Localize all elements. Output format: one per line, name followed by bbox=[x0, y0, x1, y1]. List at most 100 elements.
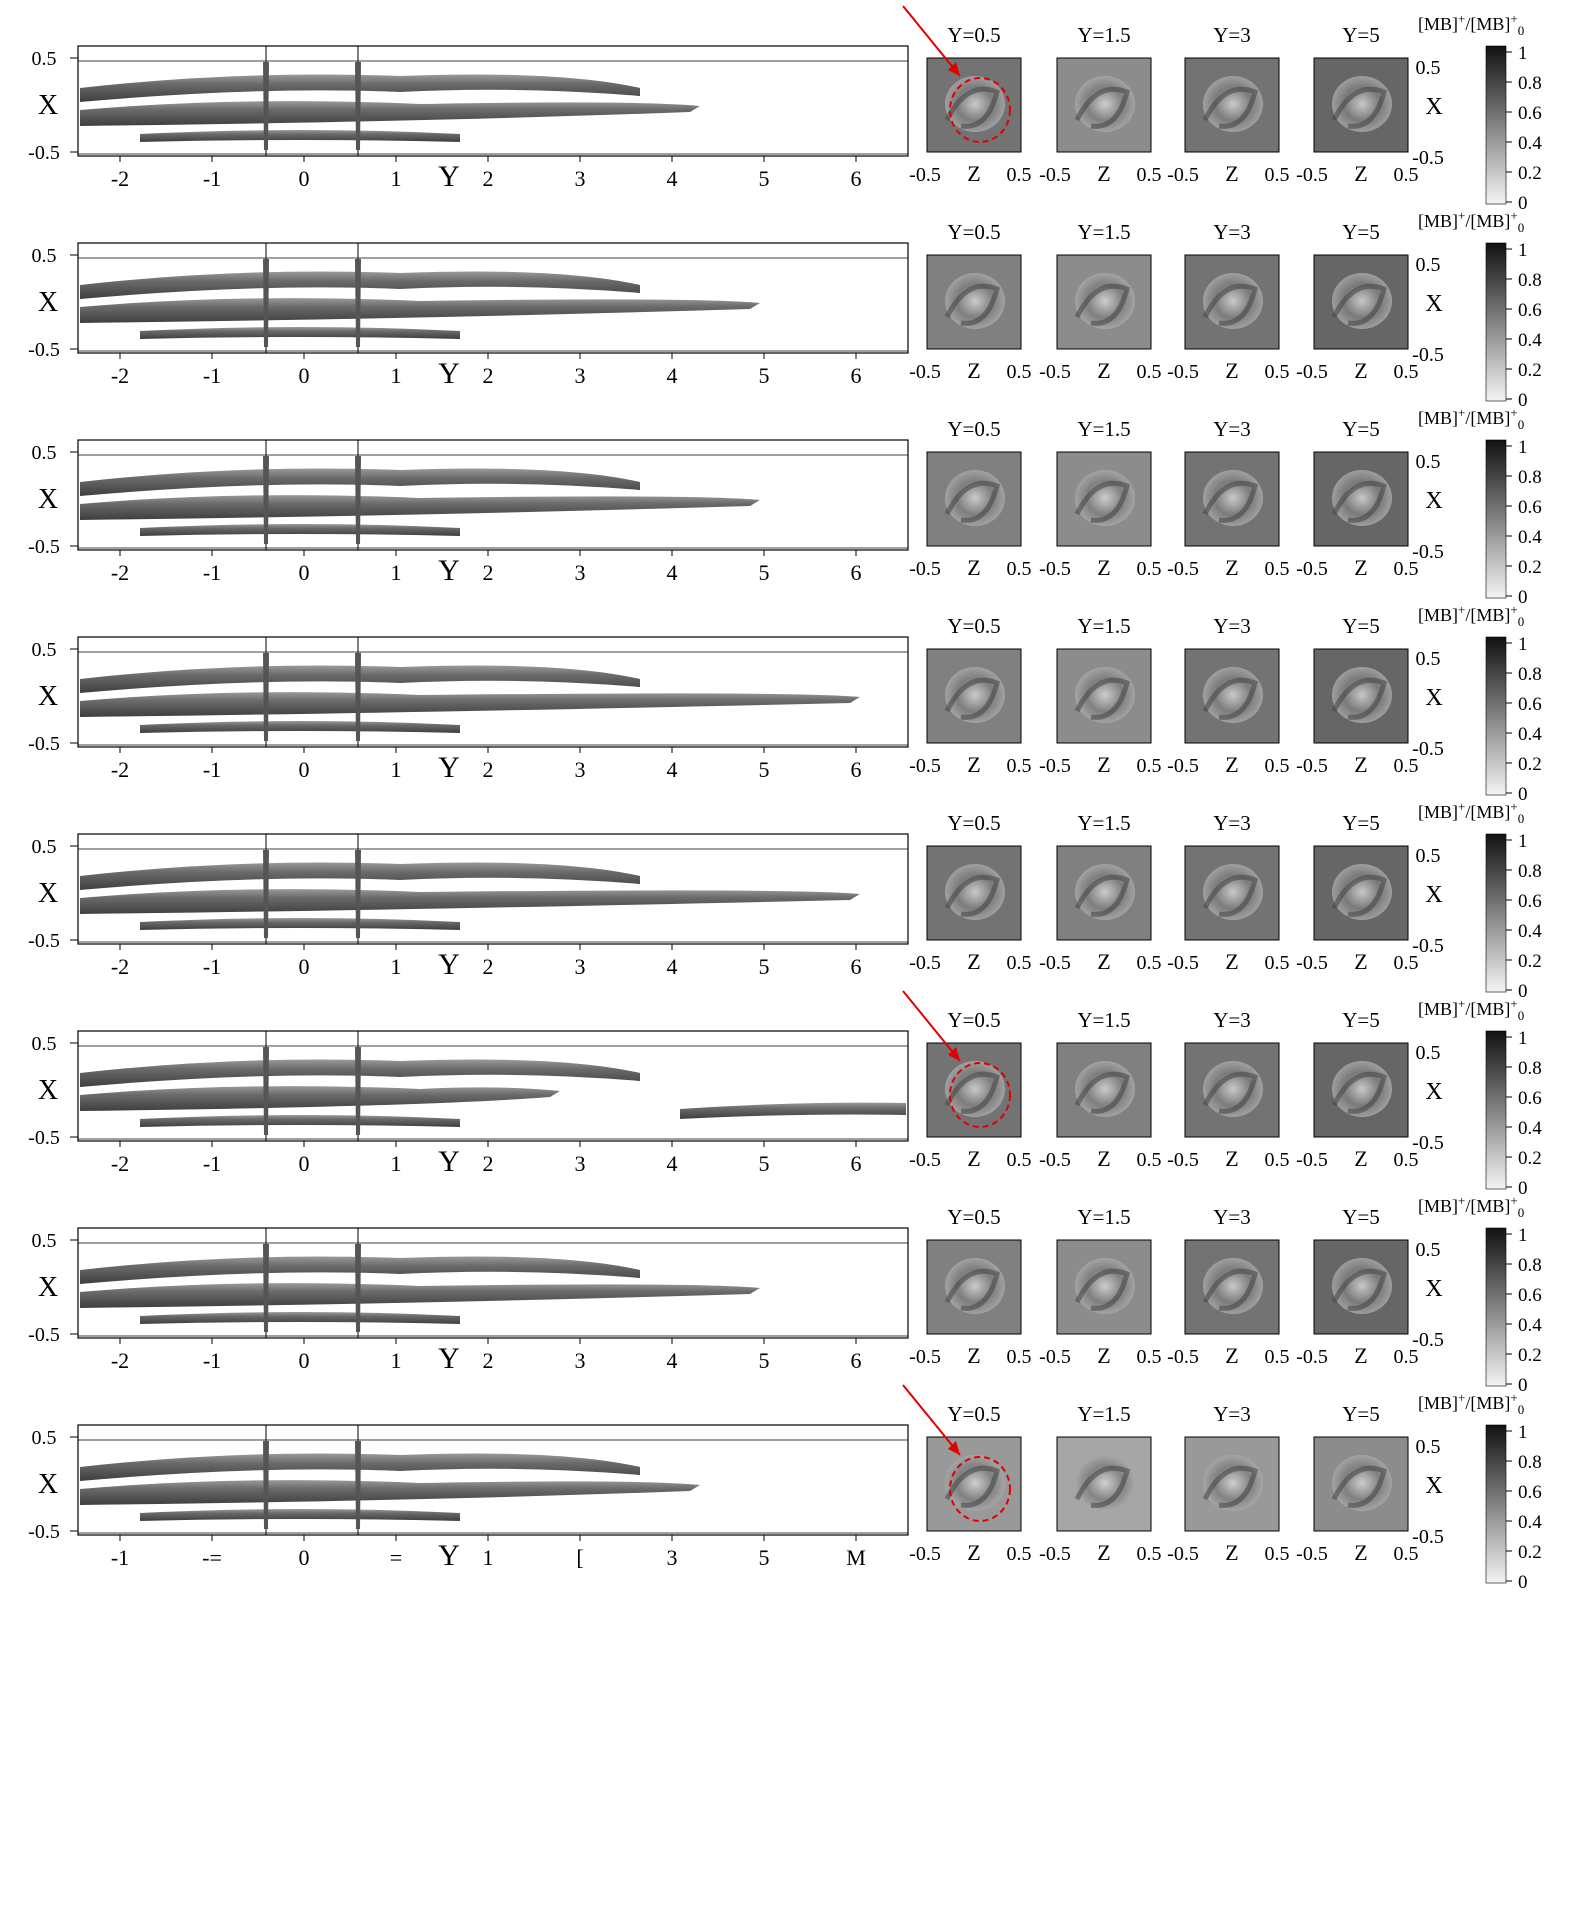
y-tick-label: -0.5 bbox=[28, 339, 60, 361]
slice-x-axis-label: Z bbox=[1225, 949, 1238, 974]
red-dashed-circle bbox=[949, 1456, 1011, 1522]
swirl-arm bbox=[944, 1071, 1000, 1114]
slice-x-tick-label: 0.5 bbox=[1394, 1543, 1419, 1565]
y-axis-label: X bbox=[38, 681, 58, 712]
slice-x-axis-label: Z bbox=[967, 161, 980, 186]
x-tick-label: 3 bbox=[575, 1151, 586, 1176]
y-tick-label: -0.5 bbox=[28, 1521, 60, 1543]
y-tick-label: 0.5 bbox=[32, 639, 57, 661]
colorbar-gradient bbox=[1485, 1424, 1507, 1584]
slice-x-tick-label: -0.5 bbox=[1296, 952, 1328, 974]
slice-right-tick-label: -0.5 bbox=[1412, 935, 1444, 957]
main-vortex-tube bbox=[80, 889, 860, 914]
colorbar-tick-label: 0.2 bbox=[1518, 951, 1542, 972]
colorbar-tick-label: 0.4 bbox=[1518, 527, 1542, 548]
slice-panel: Y=5 -0.5 Z 0.5 bbox=[1296, 220, 1418, 383]
main-vortex-tube bbox=[80, 1086, 560, 1111]
slice-x-tick-label: 0.5 bbox=[1394, 755, 1419, 777]
slice-x-tick-label: 0.5 bbox=[1394, 164, 1419, 186]
slice-x-tick-label: 0.5 bbox=[1137, 952, 1162, 974]
red-arrow-head bbox=[948, 1441, 960, 1455]
x-tick-label: 5 bbox=[759, 757, 770, 782]
x-tick-label: 0 bbox=[299, 166, 310, 191]
slice-x-tick-label: 0.5 bbox=[1007, 1149, 1032, 1171]
main-vortex-tube bbox=[80, 1480, 700, 1505]
main-vortex-tube bbox=[80, 101, 700, 126]
swirl-arm bbox=[1074, 1465, 1130, 1508]
slice-panel: Y=5 -0.5 Z 0.5 bbox=[1296, 1205, 1418, 1368]
x-axis-label: Y bbox=[438, 948, 460, 981]
colorbar-tick-label: 0.8 bbox=[1518, 73, 1542, 94]
slice-x-tick-label: 0.5 bbox=[1265, 1346, 1290, 1368]
colorbar: 1 0.8 0.6 0.4 0.2 0 [MB]+/[MB]+0 bbox=[1418, 1193, 1542, 1396]
slice-x-axis-label: Z bbox=[1225, 358, 1238, 383]
x-tick-label: -1 bbox=[203, 560, 221, 585]
slice-title: Y=0.5 bbox=[947, 23, 1000, 47]
x-tick-label: 0 bbox=[299, 757, 310, 782]
slice-x-tick-label: -0.5 bbox=[909, 1543, 941, 1565]
swirl-arm bbox=[1074, 283, 1130, 326]
colorbar-tick-label: 0.4 bbox=[1518, 330, 1542, 351]
slice-x-axis-label: Z bbox=[1354, 555, 1367, 580]
slice-panel: Y=1.5 -0.5 Z 0.5 bbox=[1039, 220, 1161, 383]
slice-x-axis-label: Z bbox=[1225, 1146, 1238, 1171]
slice-x-tick-label: 0.5 bbox=[1137, 361, 1162, 383]
colorbar-tick-label: 0 bbox=[1518, 587, 1528, 608]
slice-panel: Y=1.5 -0.5 Z 0.5 bbox=[1039, 614, 1161, 777]
vortex-isosurfaces bbox=[80, 1228, 760, 1338]
vertical-strut bbox=[355, 1244, 361, 1332]
lower-vortex-tube bbox=[140, 721, 460, 733]
slice-title: Y=5 bbox=[1342, 1008, 1380, 1032]
slice-title: Y=1.5 bbox=[1077, 23, 1130, 47]
x-tick-label: 0 bbox=[299, 1151, 310, 1176]
vertical-strut bbox=[355, 850, 361, 938]
colorbar-tick-label: 0.8 bbox=[1518, 270, 1542, 291]
row-3: 0.5-0.5X-2 -1 0 1 2 3 4 5 6YY=0.5-0.5 Z 0.5Y=1.5-0… bbox=[28, 405, 1542, 608]
slice-x-tick-label: -0.5 bbox=[1296, 1149, 1328, 1171]
x-tick-label: 2 bbox=[483, 363, 494, 388]
slice-x-axis-label: Z bbox=[1097, 1146, 1110, 1171]
x-tick-label: 6 bbox=[851, 1348, 862, 1373]
slice-right-axis-label: X bbox=[1425, 1079, 1442, 1105]
x-tick-label: 2 bbox=[483, 166, 494, 191]
colorbar-tick-label: 1 bbox=[1518, 634, 1528, 655]
lower-vortex-tube bbox=[140, 327, 460, 339]
y-axis-label: X bbox=[38, 1075, 58, 1106]
y-tick-label: 0.5 bbox=[32, 245, 57, 267]
slice-x-tick-label: 0.5 bbox=[1265, 1149, 1290, 1171]
slice-x-axis-label: Z bbox=[1225, 1540, 1238, 1565]
vertical-strut bbox=[355, 456, 361, 544]
swirl-arm bbox=[1202, 1071, 1258, 1114]
x-tick-label: -1 bbox=[203, 1151, 221, 1176]
colorbar-tick-label: 0.8 bbox=[1518, 861, 1542, 882]
slice-x-tick-label: -0.5 bbox=[1167, 952, 1199, 974]
slice-title: Y=0.5 bbox=[947, 614, 1000, 638]
slice-panel: Y=3 -0.5 Z 0.5 bbox=[1167, 1402, 1289, 1565]
colorbar-tick-label: 1 bbox=[1518, 240, 1528, 261]
annotation bbox=[902, 1384, 1011, 1522]
slice-x-axis-label: Z bbox=[967, 752, 980, 777]
y-tick-label: 0.5 bbox=[32, 1427, 57, 1449]
swirl-arm bbox=[944, 874, 1000, 917]
slice-x-tick-label: 0.5 bbox=[1137, 1346, 1162, 1368]
slice-x-tick-label: 0.5 bbox=[1137, 558, 1162, 580]
slice-title: Y=0.5 bbox=[947, 417, 1000, 441]
y-axis-label: X bbox=[38, 1469, 58, 1500]
slice-x-tick-label: 0.5 bbox=[1394, 952, 1419, 974]
slice-x-axis-label: Z bbox=[967, 358, 980, 383]
slice-panel: Y=0.5 -0.5 Z 0.5 bbox=[909, 811, 1031, 974]
slice-title: Y=1.5 bbox=[1077, 1402, 1130, 1426]
slice-x-tick-label: -0.5 bbox=[1167, 1543, 1199, 1565]
slice-right-axis-label: X bbox=[1425, 94, 1442, 120]
slice-x-tick-label: 0.5 bbox=[1265, 755, 1290, 777]
swirl-arm bbox=[944, 1465, 1000, 1508]
x-tick-label: 2 bbox=[483, 954, 494, 979]
slice-x-tick-label: 0.5 bbox=[1265, 558, 1290, 580]
slice-x-tick-label: -0.5 bbox=[909, 1149, 941, 1171]
swirl-arm bbox=[944, 283, 1000, 326]
y-axis-label: X bbox=[38, 1272, 58, 1303]
lower-vortex-tube bbox=[140, 918, 460, 930]
colorbar-gradient bbox=[1485, 636, 1507, 796]
x-tick-label: -1 bbox=[203, 954, 221, 979]
